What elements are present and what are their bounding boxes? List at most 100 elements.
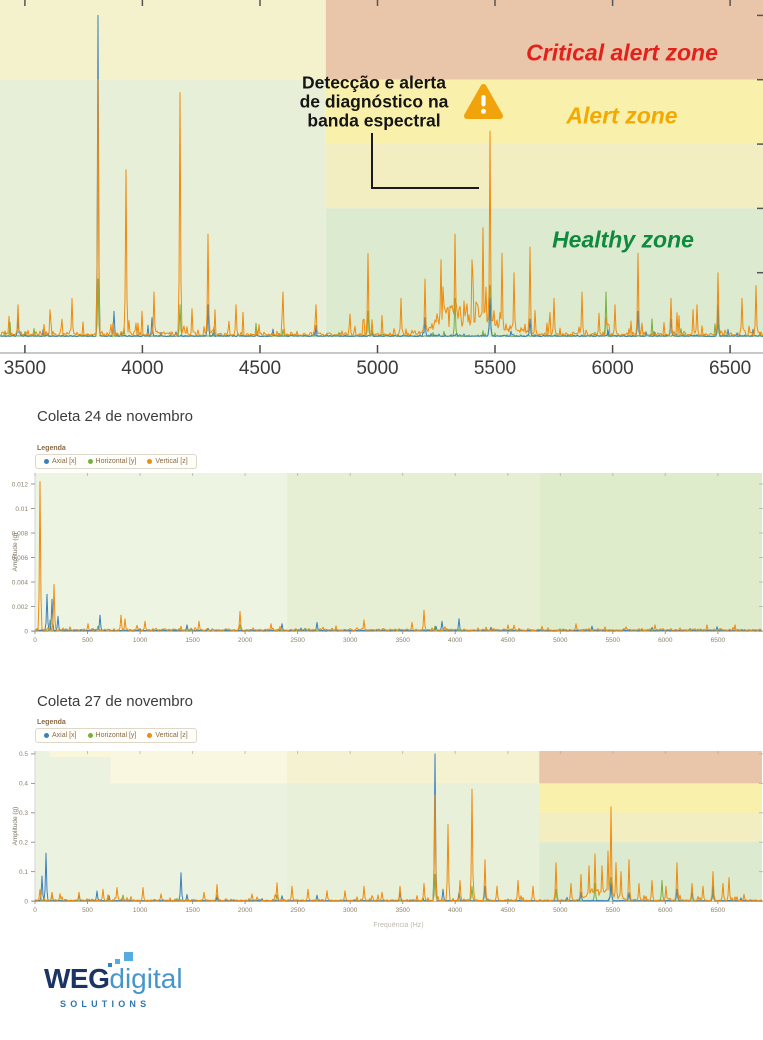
coleta-24-plot: 0 500 1000 1500 2000 2500 3000 3500 4000 4500 5000… — [12, 473, 763, 644]
legend-title: Legenda — [37, 719, 66, 726]
y-tick-label: 0.4 — [19, 781, 28, 788]
legend-item-label: Axial [x] — [52, 458, 77, 465]
x-tick-label: 5000 — [356, 358, 398, 379]
x-tick-label: 6000 — [591, 358, 633, 379]
x-tick-label: 4500 — [501, 907, 516, 914]
zone-rect — [539, 812, 762, 843]
annotation-line: Detecção e alerta — [302, 72, 446, 93]
x-tick-label: 5000 — [553, 637, 568, 644]
zone-rect — [539, 473, 762, 631]
x-tick-label: 2000 — [238, 907, 253, 914]
x-tick-label: 2000 — [238, 637, 253, 644]
x-tick-label: 3500 — [395, 907, 410, 914]
zone-rect — [325, 0, 763, 80]
annotation-line: banda espectral — [307, 110, 441, 131]
zone-rect — [325, 208, 763, 337]
legend-item-vertical: Vertical [z] — [147, 732, 188, 739]
coleta-27-section: Coleta 27 de novembro Legenda Axial [x] … — [0, 685, 763, 950]
series-lines — [34, 481, 763, 632]
zone-rect — [325, 79, 763, 144]
alert-zone-label: Alert zone — [566, 102, 678, 129]
legend-title: Legenda — [37, 445, 66, 452]
logo-pixel-square — [108, 963, 112, 967]
zone-backgrounds — [35, 473, 762, 631]
y-tick-label: 0.008 — [12, 530, 29, 537]
critical-alert-zone-label: Critical alert zone — [526, 39, 718, 66]
y-tick-label: 0.006 — [12, 555, 29, 562]
x-tick-label: 3500 — [4, 358, 46, 379]
x-tick-label: 4500 — [239, 358, 281, 379]
y-tick-label: 0.5 — [19, 751, 28, 758]
vertical-series-dot — [147, 459, 153, 464]
axial-series-dot — [44, 733, 49, 738]
coleta-24-title: Coleta 24 de novembro — [37, 408, 193, 425]
coleta-27-plot: 0 500 1000 1500 2000 2500 3000 3500 4000 4500 5000… — [12, 751, 763, 929]
legend-item-vertical: Vertical [z] — [147, 458, 188, 465]
x-tick-label: 3000 — [343, 637, 358, 644]
horizontal-series-dot — [87, 459, 93, 464]
zone-rect — [0, 79, 326, 337]
x-tick-label: 2500 — [290, 907, 305, 914]
x-tick-label: 5000 — [553, 907, 568, 914]
x-tick-label: 1000 — [133, 637, 148, 644]
legend-item-axial: Axial [x] — [44, 458, 77, 465]
x-tick-label: 6000 — [658, 637, 673, 644]
zone-rect — [287, 751, 540, 784]
legend-item-label: Horizontal [y] — [95, 458, 137, 465]
legend-item-label: Horizontal [y] — [95, 732, 137, 739]
legend-item-label: Vertical [z] — [155, 458, 188, 465]
logo-pixel-square — [115, 959, 120, 964]
x-tick-label: 5500 — [474, 358, 516, 379]
axes: 0 500 1000 1500 2000 2500 3000 3500 4000 4500 5000… — [12, 473, 763, 644]
y-tick-label: 0.3 — [19, 810, 28, 817]
legend-item-label: Axial [x] — [52, 732, 77, 739]
x-tick-label: 4000 — [448, 907, 463, 914]
x-tick-label: 1500 — [185, 907, 200, 914]
x-tick-label: 6000 — [658, 907, 673, 914]
x-tick-label: 6500 — [711, 907, 726, 914]
warning-triangle-icon — [464, 84, 503, 119]
series-lines — [0, 14, 763, 337]
y-tick-label: 0.002 — [12, 604, 29, 611]
legend-item-label: Vertical [z] — [155, 732, 188, 739]
logo-solutions-text: SOLUTIONS — [60, 999, 151, 1009]
zone-rect — [539, 751, 762, 784]
x-tick-label: 5500 — [606, 907, 621, 914]
y-tick-label: 0.004 — [12, 579, 29, 586]
vertical-series-dot — [147, 733, 153, 738]
x-tick-label: 3500 — [395, 637, 410, 644]
logo-weg-text: WEG — [44, 963, 110, 994]
legend: Axial [x] Horizontal [y] Vertical [z] — [35, 454, 197, 469]
y-tick-label: 0 — [24, 628, 28, 635]
y-axis-title: Amplitude (g) — [12, 807, 19, 846]
x-tick-label: 5500 — [606, 637, 621, 644]
zone-backgrounds — [35, 751, 762, 901]
x-tick-label: 1500 — [185, 637, 200, 644]
zone-backgrounds — [0, 0, 763, 337]
zone-rect — [110, 751, 288, 784]
x-axis-title: Frequência (Hz) — [373, 922, 423, 929]
axes: 0 500 1000 1500 2000 2500 3000 3500 4000 4500 5000… — [12, 751, 763, 929]
y-tick-label: 0.012 — [12, 481, 29, 488]
zone-rect — [539, 842, 762, 901]
spectral-zoom-chart: 3500 4000 4500 5000 5500 6000 6500 — [0, 0, 763, 397]
zone-rect — [287, 473, 540, 631]
zone-rect — [287, 783, 540, 901]
x-tick-label: 3000 — [343, 907, 358, 914]
coleta-27-title: Coleta 27 de novembro — [37, 693, 193, 710]
series-line-vertical-z — [0, 79, 763, 337]
x-tick-label: 4500 — [501, 637, 516, 644]
axial-series-dot — [44, 459, 49, 464]
x-tick-label: 0 — [33, 907, 37, 914]
zone-rect — [325, 144, 763, 209]
legend-item-axial: Axial [x] — [44, 732, 77, 739]
annotation-connector-horizontal — [371, 187, 479, 189]
y-axis-title: Amplitude (g) — [12, 533, 19, 572]
coleta-24-section: Coleta 24 de novembro Legenda Axial [x] … — [0, 400, 763, 685]
x-tick-label: 4000 — [121, 358, 163, 379]
series-lines — [34, 753, 763, 902]
coleta-27-chart: 0 500 1000 1500 2000 2500 3000 3500 4000 4500 5000… — [0, 746, 763, 943]
zone-rect — [539, 783, 762, 813]
healthy-zone-label: Healthy zone — [552, 226, 694, 253]
x-tick-label: 500 — [82, 637, 93, 644]
